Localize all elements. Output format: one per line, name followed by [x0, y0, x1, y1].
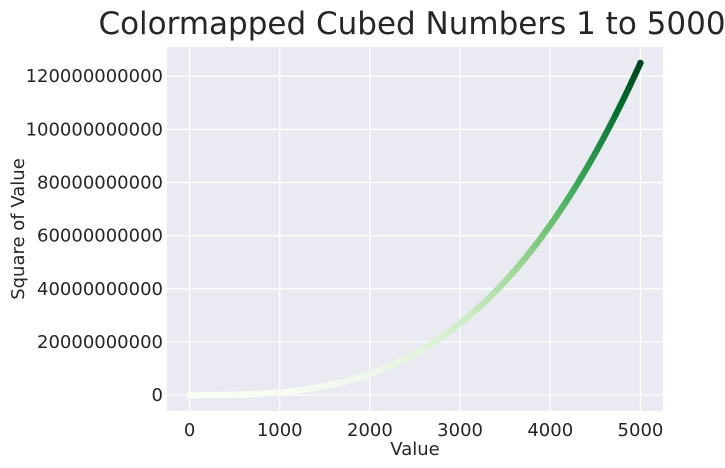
y-tick-label: 40000000000 — [37, 279, 163, 300]
scatter-point — [637, 59, 644, 67]
x-tick-label: 3000 — [437, 420, 483, 441]
y-tick-label: 20000000000 — [37, 332, 163, 353]
x-tick-label: 5000 — [618, 420, 664, 441]
y-tick-label: 80000000000 — [37, 173, 163, 194]
x-axis-label: Value — [390, 439, 439, 460]
y-axis-ticks: 0 20000000000 40000000000 60000000000 800000… — [26, 66, 163, 406]
scatter-points — [186, 59, 644, 399]
x-axis-ticks: 0 1000 2000 3000 4000 5000 — [184, 420, 664, 441]
x-tick-label: 2000 — [347, 420, 393, 441]
x-tick-label: 1000 — [257, 420, 303, 441]
y-tick-label: 120000000000 — [26, 66, 163, 87]
y-tick-label: 100000000000 — [26, 119, 163, 140]
x-tick-label: 0 — [184, 420, 195, 441]
x-tick-label: 4000 — [527, 420, 573, 441]
chart-title: Colormapped Cubed Numbers 1 to 5000 — [98, 6, 725, 42]
y-tick-label: 0 — [152, 385, 163, 406]
y-tick-label: 60000000000 — [37, 226, 163, 247]
y-axis-label: Square of Value — [8, 158, 29, 300]
